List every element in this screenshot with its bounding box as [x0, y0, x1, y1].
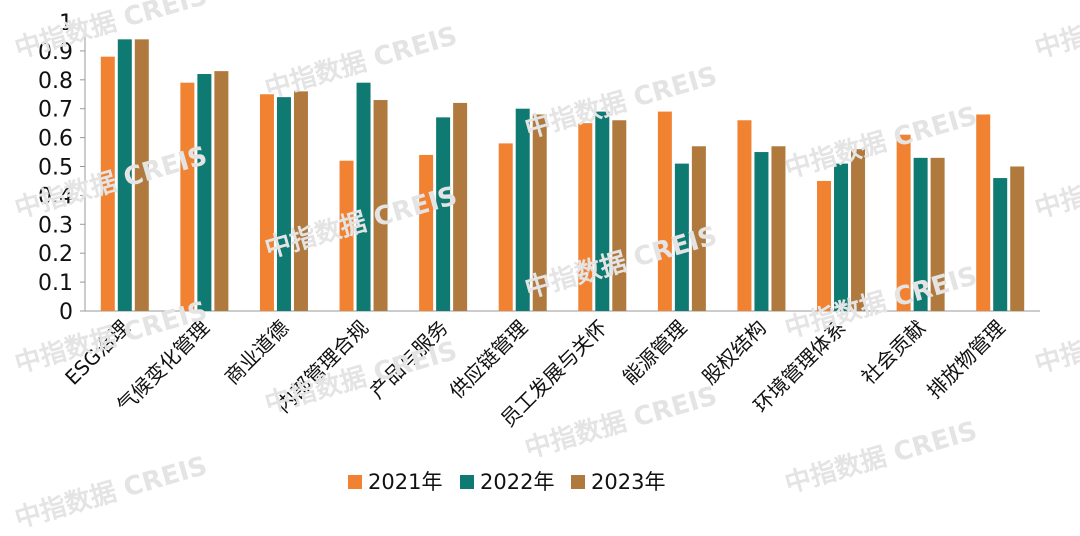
- bar-3-10: [851, 149, 866, 311]
- x-tick-label: 排放物管理: [922, 316, 1010, 404]
- bar-3-3: [293, 91, 308, 311]
- bar-2-4: [356, 82, 371, 311]
- bar-2-5: [436, 117, 451, 312]
- bar-1-4: [339, 160, 354, 311]
- y-tick-label: 1: [59, 11, 73, 36]
- bar-2-2: [197, 74, 212, 312]
- legend-swatch-2: [460, 475, 474, 489]
- bar-3-12: [1010, 166, 1025, 311]
- bar-3-11: [930, 157, 945, 311]
- bar-2-9: [754, 152, 769, 311]
- bar-2-6: [515, 108, 530, 311]
- bar-2-8: [674, 163, 689, 311]
- x-tick-label: ESG治理: [60, 316, 134, 390]
- legend-label-2: 2022年: [480, 470, 554, 494]
- y-tick-label: 0.8: [38, 69, 73, 94]
- x-tick-label: 能源管理: [618, 316, 692, 390]
- y-tick-label: 0.3: [38, 213, 73, 238]
- y-tick-label: 0.2: [38, 242, 73, 267]
- bar-2-3: [276, 97, 291, 311]
- bar-2-10: [834, 163, 849, 311]
- legend-label-3: 2023年: [591, 470, 665, 494]
- bar-3-8: [691, 146, 706, 311]
- x-tick-label: 商业道德: [220, 316, 294, 390]
- bar-3-7: [612, 120, 627, 311]
- bar-1-3: [259, 94, 274, 311]
- bar-1-5: [419, 154, 434, 311]
- bar-3-9: [771, 146, 786, 311]
- bar-1-10: [817, 180, 832, 311]
- bar-3-2: [214, 71, 229, 311]
- bar-1-9: [737, 120, 752, 311]
- x-tick-label: 社会贡献: [857, 316, 931, 390]
- bar-2-11: [913, 157, 928, 311]
- bar-1-7: [578, 123, 593, 312]
- bar-1-11: [896, 134, 911, 311]
- bar-1-6: [498, 143, 513, 311]
- y-tick-label: 0.7: [38, 98, 73, 123]
- bar-3-4: [373, 100, 388, 311]
- legend-label-1: 2021年: [368, 470, 442, 494]
- x-tick-label: 产品与服务: [365, 316, 453, 404]
- y-tick-label: 0: [59, 300, 73, 325]
- x-tick-label: 股权结构: [697, 316, 771, 390]
- legend-swatch-3: [571, 475, 585, 489]
- bar-1-12: [976, 114, 991, 311]
- bar-1-1: [100, 56, 115, 312]
- chart-root: 中指数据 CREIS 中指数据 CREIS 中指数据 CREIS 中指数据 CREIS…: [12, 0, 1080, 535]
- bar-3-1: [134, 39, 149, 312]
- y-tick-label: 0.4: [38, 184, 73, 209]
- y-tick-label: 0.6: [38, 127, 73, 152]
- bar-1-8: [657, 111, 672, 311]
- bar-2-12: [993, 178, 1008, 311]
- bar-1-2: [180, 82, 195, 311]
- y-tick-label: 0.5: [38, 156, 73, 181]
- bar-3-5: [453, 102, 468, 311]
- y-tick-label: 0.9: [38, 40, 73, 65]
- bar-2-7: [595, 111, 610, 311]
- bar-3-6: [532, 114, 547, 311]
- legend-swatch-1: [348, 475, 362, 489]
- y-tick-label: 0.1: [38, 271, 73, 296]
- bar-chart: 00.10.20.30.40.50.60.70.80.91ESG治理气候变化管理…: [38, 11, 1040, 494]
- bar-2-1: [117, 39, 132, 312]
